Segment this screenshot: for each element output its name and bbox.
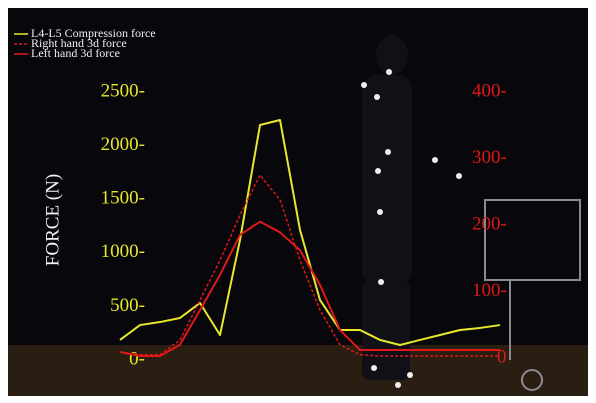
y-tick-label: 500- xyxy=(110,295,145,316)
legend-label: Left hand 3d force xyxy=(31,46,120,60)
video-frame xyxy=(8,8,588,396)
y-tick-label: 2000- xyxy=(101,134,145,155)
legend-label: L4-L5 Compression force xyxy=(31,26,156,40)
y2-tick-label: 400- xyxy=(472,80,507,101)
y2-tick-label: 300- xyxy=(472,147,507,168)
legend-label: Right hand 3d force xyxy=(31,36,127,50)
y-axis-label: FORCE (N) xyxy=(42,174,63,266)
y2-tick-label: 200- xyxy=(472,213,507,234)
y2-tick-label: 0 xyxy=(497,346,507,367)
person-silhouette xyxy=(362,35,412,380)
markers xyxy=(361,69,462,388)
y-tick-label: 1500- xyxy=(101,188,145,209)
line xyxy=(119,220,500,358)
line xyxy=(119,174,500,357)
y2-tick-label: 100- xyxy=(472,280,507,301)
equipment xyxy=(484,199,581,391)
line xyxy=(119,118,501,346)
y-tick-label: 2500- xyxy=(101,80,145,101)
floor xyxy=(8,345,588,396)
y-tick-label: 1000- xyxy=(101,241,145,262)
y-tick-label: 0- xyxy=(129,348,145,369)
